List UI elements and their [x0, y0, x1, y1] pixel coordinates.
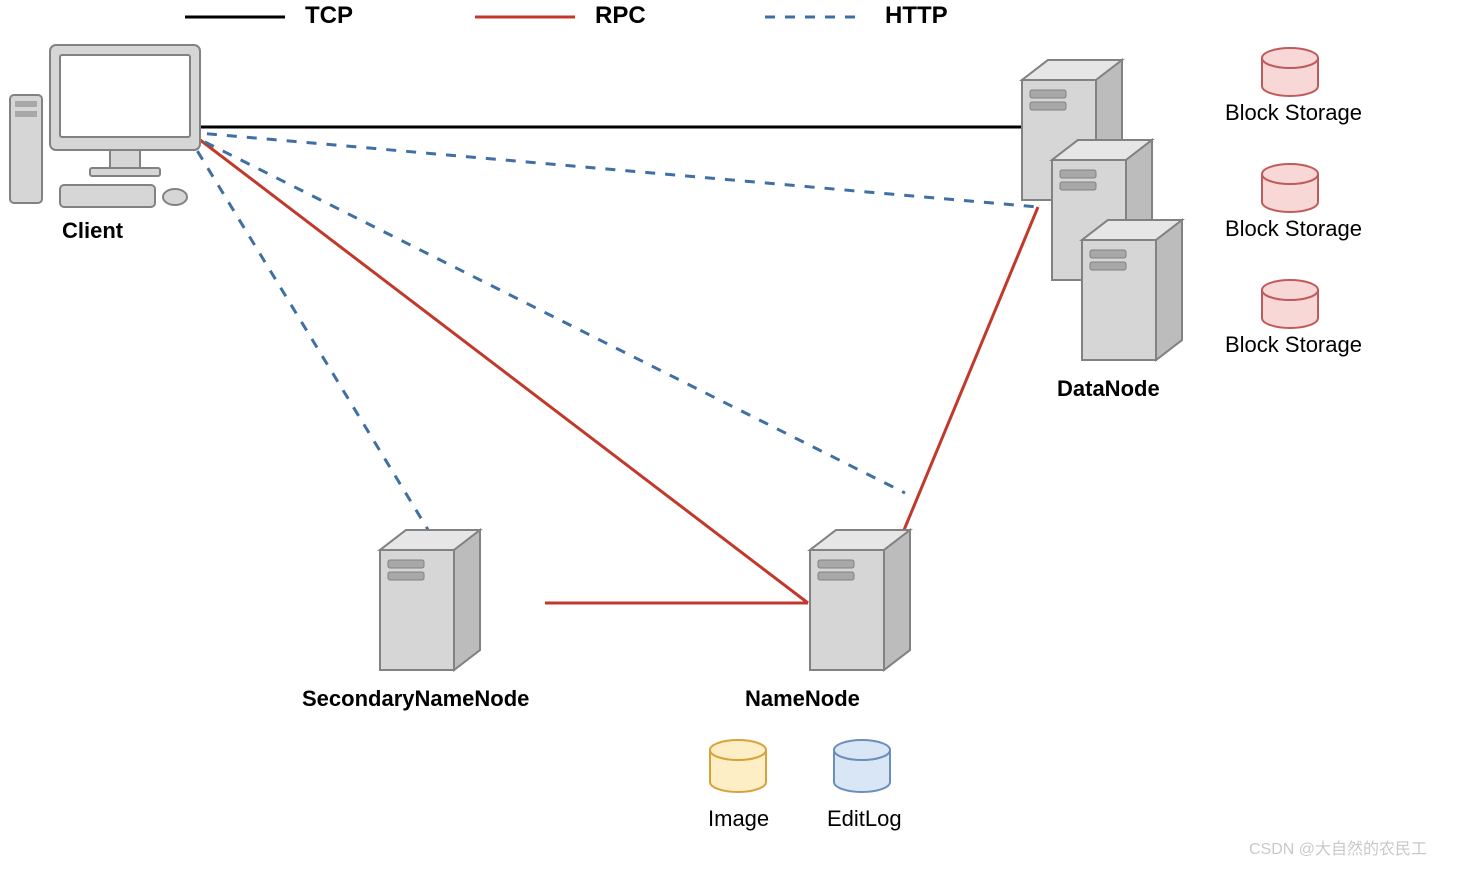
edge-rpc [904, 207, 1038, 530]
editlog-cylinder [834, 740, 890, 792]
block1-label: Block Storage [1225, 100, 1362, 126]
client-node [10, 45, 200, 207]
image-label: Image [708, 806, 769, 832]
block-storage-3 [1262, 280, 1318, 328]
edge-rpc [187, 130, 808, 603]
namenode-label: NameNode [745, 686, 860, 712]
legend-http-label: HTTP [885, 2, 948, 30]
block-storage-1 [1262, 48, 1318, 96]
watermark: CSDN @大自然的农民工 [1249, 835, 1427, 859]
block3-label: Block Storage [1225, 332, 1362, 358]
secondary-label: SecondaryNameNode [302, 686, 529, 712]
legend-tcp-label: TCP [305, 2, 353, 30]
editlog-label: EditLog [827, 806, 902, 832]
client-label: Client [62, 218, 123, 244]
diagram-canvas [0, 0, 1467, 884]
secondary-namenode-node [380, 530, 480, 670]
image-cylinder [710, 740, 766, 792]
edge-http [187, 134, 430, 533]
block2-label: Block Storage [1225, 216, 1362, 242]
legend-rpc-label: RPC [595, 2, 646, 30]
block-storage-2 [1262, 164, 1318, 212]
datanode-node [1022, 60, 1182, 360]
datanode-label: DataNode [1057, 376, 1160, 402]
namenode-node [810, 530, 910, 670]
